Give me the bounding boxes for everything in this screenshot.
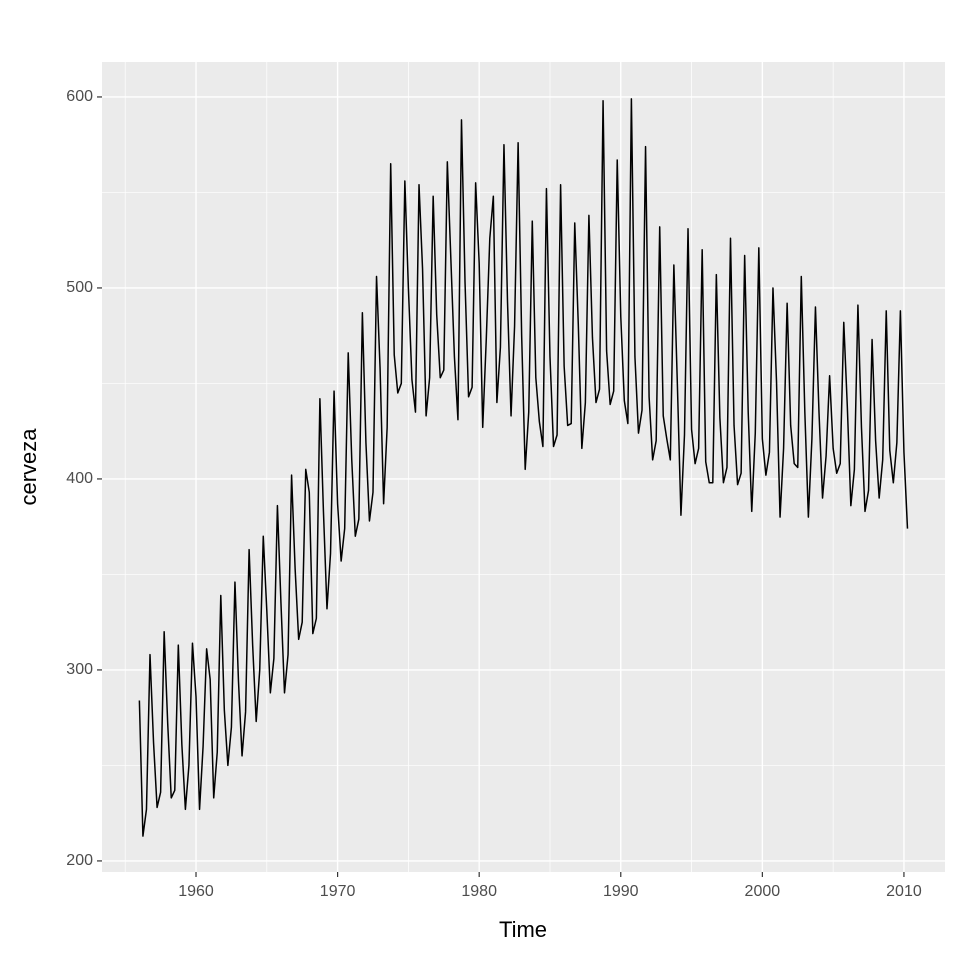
series-line [138,98,909,837]
x-tick-label: 1980 [461,883,497,900]
x-axis-title: Time [499,917,547,942]
x-tick-label: 1970 [320,883,356,900]
y-tick-label: 200 [66,852,93,869]
y-tick-label: 400 [66,470,93,487]
x-tick-label: 2010 [886,883,922,900]
panel [102,62,945,872]
x-tick-label: 2000 [745,883,781,900]
y-axis-title: cerveza [16,428,41,506]
x-tick-label: 1990 [603,883,639,900]
y-tick-label: 300 [66,661,93,678]
y-tick-label: 500 [66,279,93,296]
y-tick-label: 600 [66,88,93,105]
x-tick-label: 1960 [178,883,214,900]
